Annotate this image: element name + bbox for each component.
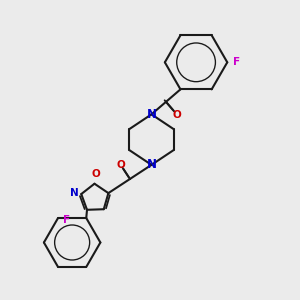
Text: F: F (63, 214, 70, 224)
Text: O: O (173, 110, 182, 120)
Text: N: N (146, 108, 157, 121)
Text: F: F (232, 57, 240, 67)
Text: O: O (92, 169, 100, 179)
Text: N: N (146, 158, 157, 171)
Text: O: O (116, 160, 125, 170)
Text: N: N (70, 188, 79, 198)
